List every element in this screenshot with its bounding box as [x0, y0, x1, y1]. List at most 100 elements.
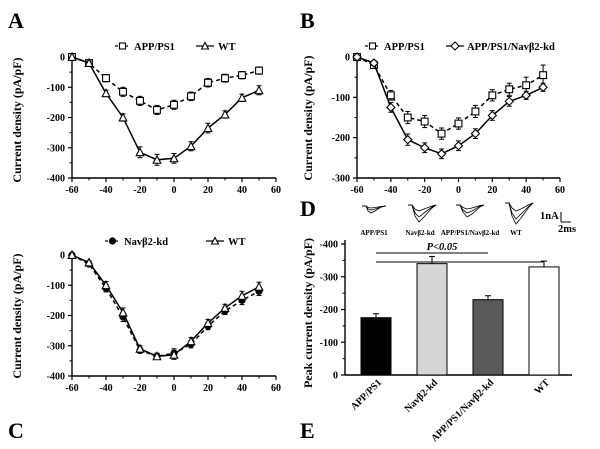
panel-b-series-0-point: [437, 129, 446, 138]
panel-a-series-1: [67, 51, 264, 166]
bar-1: [416, 263, 448, 376]
panel-c-ytick-label: -100: [47, 281, 65, 292]
panel-b-xtick-label: -60: [350, 185, 363, 196]
panel-e-ytick-label: -300: [320, 272, 338, 283]
legend-b-apps1-marker: [368, 42, 377, 50]
legend-b-apps1-label: APP/PS1: [384, 42, 425, 53]
panel-c-series-1-point: [220, 302, 230, 312]
panel-b-series-1-point: [436, 149, 447, 159]
panel-b-ylabel: Current density (pA/pF): [301, 55, 315, 180]
panel-c-series-1-point: [84, 257, 94, 267]
panel-b-legend: APP/PS1 APP/PS1/Navβ2-kd: [365, 41, 555, 53]
scale-bar: 1nA 2ms: [540, 211, 576, 235]
bar-2: [472, 299, 504, 376]
panel-b-series-1-point: [369, 58, 379, 68]
panel-a-ytick-label: -200: [47, 113, 65, 124]
panel-b-series-1-point: [504, 96, 515, 107]
panel-b-series-0-point: [505, 85, 514, 94]
panel-b-ytick-label: 0: [345, 53, 350, 64]
panel-a-series-0-point: [238, 71, 246, 80]
scale-bar-time: 2ms: [558, 224, 576, 235]
panel-b-ytick-label: -300: [332, 174, 350, 185]
panel-a-series-1-line: [71, 56, 260, 161]
panel-c-ytick-label: -400: [47, 372, 65, 383]
panel-e-ytick-label: 0: [333, 371, 338, 382]
panel-a-xtick-label: 20: [203, 185, 213, 196]
panel-c-legend: Navβ2-kd WT: [105, 236, 246, 248]
panel-b-series-1-point: [352, 52, 362, 62]
panel-a-series-1-point: [254, 85, 264, 95]
panel-letter-b: B: [300, 8, 315, 33]
panel-b-series-1-point: [487, 110, 498, 121]
panel-a-series-0-point: [170, 100, 178, 109]
trace-label-apps1: APP/PS1: [360, 229, 388, 237]
panel-a-xtick-label: -20: [133, 185, 146, 196]
panel-c-series-1-point: [254, 281, 264, 291]
panel-b-chart: Current density (pA/pF) APP/PS1 APP/PS1/…: [301, 41, 565, 196]
panel-c-series-1-line: [71, 254, 260, 358]
panel-a-xtick-label: -60: [65, 185, 78, 196]
panel-b-series-1-point: [386, 102, 396, 113]
bar-3: [528, 266, 560, 376]
panel-b-series-1-point: [470, 128, 481, 139]
panel-c-ytick-label: -200: [47, 311, 65, 322]
panel-a-series-0-point: [136, 96, 144, 105]
trace-label-combo: APP/PS1/Navβ2-kd: [441, 229, 500, 237]
panel-c-series-1-point: [118, 307, 128, 317]
panel-b-series-0-line: [356, 56, 544, 135]
panel-a-series-0-point: [204, 78, 212, 87]
legend-c-wt-marker: [210, 236, 220, 245]
panel-c-xtick-label: 60: [271, 383, 281, 394]
panel-a-ytick-label: -100: [47, 83, 65, 94]
panel-a-series-1-point: [152, 154, 162, 164]
bar-1-label: Navβ2-kd: [403, 377, 441, 415]
panel-a-chart: Current density (pA/pF) APP/PS1 WT -60 -4…: [10, 41, 281, 196]
panel-c-series-0-line: [71, 254, 260, 358]
bar-0-label: APP/PS1: [349, 377, 384, 412]
panel-b-series-0-point: [522, 81, 531, 90]
panel-letter-c: C: [8, 418, 24, 443]
legend-a-apps1-label: APP/PS1: [134, 42, 175, 53]
panel-c-xtick-label: 0: [172, 383, 177, 394]
bar-2-label: APP/PS1/Navβ2-kd: [429, 377, 496, 444]
panel-b-series-1-point: [402, 134, 413, 145]
panel-b-series-1-point: [419, 142, 430, 153]
panel-c-ytick-label: 0: [60, 251, 65, 262]
panel-e-ylabel: Peak current density (pA/pF): [301, 238, 315, 388]
legend-a-wt-marker: [200, 41, 210, 50]
panel-b-series-0-point: [488, 91, 497, 100]
panel-c-xtick-label: 40: [237, 383, 247, 394]
panel-c-series-1-point: [152, 351, 162, 361]
panel-b-series-1-point: [521, 90, 531, 101]
panel-a-series-1-point: [203, 122, 213, 133]
panel-e-ytick-label: -200: [320, 305, 338, 316]
panel-a-series-1-point: [118, 112, 128, 122]
panel-a-series-0-point: [119, 87, 127, 96]
trace-label-wt: WT: [510, 229, 522, 237]
panel-a-xtick-label: -40: [99, 185, 112, 196]
panel-a-series-1-point: [237, 92, 247, 102]
panel-b-series-1-point: [453, 140, 464, 151]
panel-b-xtick-label: 0: [456, 185, 461, 196]
panel-c-series-1: [67, 249, 264, 361]
panel-c-series-1-point: [101, 280, 111, 290]
panel-c-xtick-label: -20: [133, 383, 146, 394]
panel-e-ytick-label: -100: [320, 338, 338, 349]
panel-b-series-0-point: [403, 113, 412, 122]
panel-b-series-0-point: [420, 117, 429, 126]
panel-b-xtick-label: -40: [384, 185, 397, 196]
bar-3-label: WT: [533, 377, 553, 397]
panel-b-xtick-label: 40: [521, 185, 531, 196]
panel-letter-a: A: [8, 8, 24, 33]
panel-b-xtick-label: 60: [555, 185, 565, 196]
panel-a-series-1-point: [186, 141, 196, 151]
panel-a-legend: APP/PS1 WT: [115, 41, 236, 53]
panel-c-series-0: [68, 251, 263, 360]
panel-a-ytick-label: -400: [47, 174, 65, 185]
panel-a-series-1-point: [135, 147, 145, 157]
bar-0: [360, 317, 392, 376]
trace-kd: Navβ2-kd: [405, 204, 437, 237]
panel-a-xtick-label: 40: [237, 185, 247, 196]
trace-label-kd: Navβ2-kd: [405, 229, 434, 237]
